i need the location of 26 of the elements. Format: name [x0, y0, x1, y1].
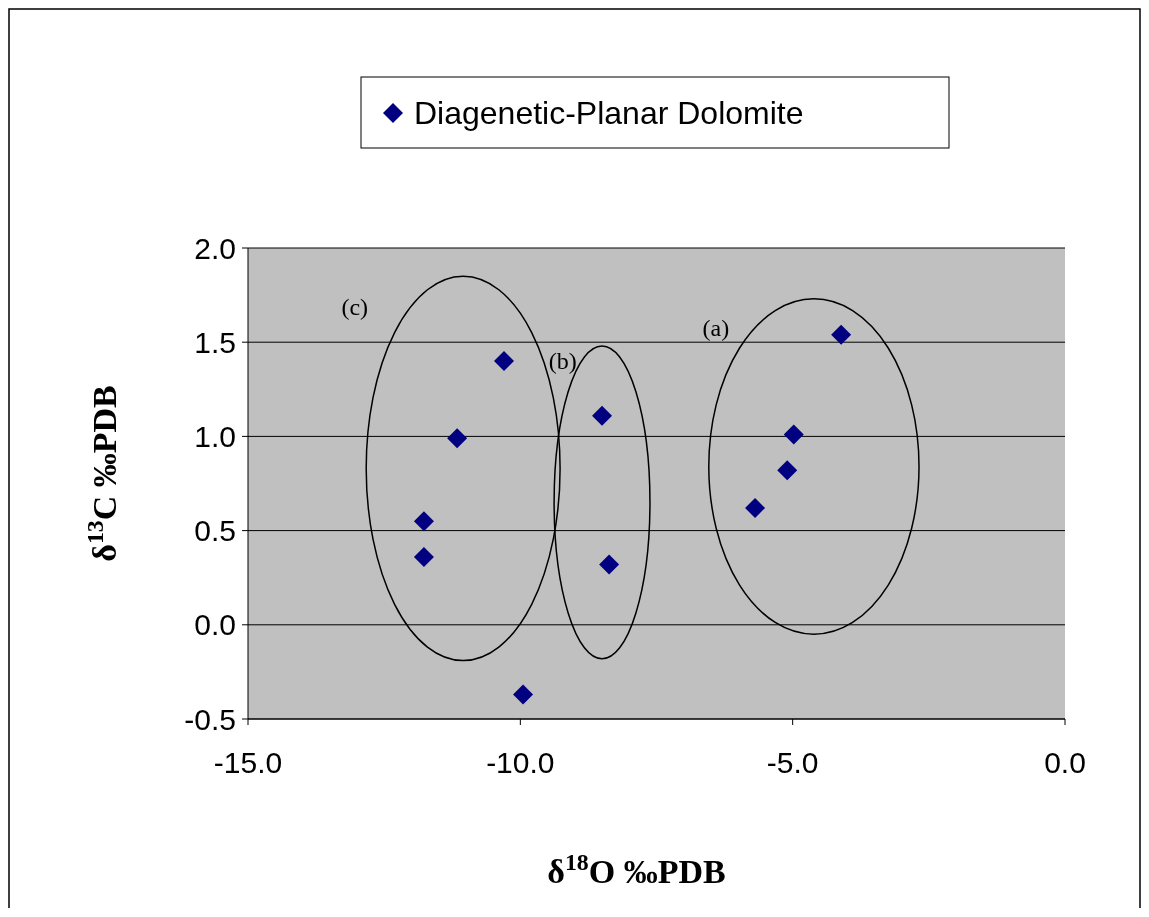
annotation: (b)	[548, 348, 577, 375]
x-axis-title: δ$^{18}$O ‰PDB	[547, 849, 726, 890]
annotation: (a)	[702, 314, 730, 341]
legend-label: Diagenetic-Planar Dolomite	[414, 95, 804, 132]
x-tick-label: 0.0	[1044, 746, 1086, 779]
point	[783, 424, 804, 445]
x-tick-label: -5.0	[766, 746, 819, 779]
point	[777, 460, 798, 481]
y-tick-label: 0.0	[194, 608, 236, 642]
point	[831, 324, 852, 345]
y-tick-label: 1.5	[194, 325, 236, 359]
x-tick-label: -10.0	[486, 746, 555, 779]
point	[413, 546, 434, 567]
y-tick-label: 1.0	[194, 419, 236, 453]
y-tick-label: 2.0	[194, 231, 236, 265]
y-tick-label: 0.5	[194, 514, 236, 548]
annotation: (c)	[341, 293, 369, 320]
point	[592, 405, 613, 426]
point	[413, 511, 434, 532]
point	[745, 497, 766, 518]
x-tick-label: -15.0	[213, 746, 283, 779]
point	[599, 554, 620, 575]
point	[447, 428, 468, 449]
point	[513, 684, 534, 705]
point	[493, 351, 514, 372]
y-tick-label: -0.5	[184, 702, 236, 736]
